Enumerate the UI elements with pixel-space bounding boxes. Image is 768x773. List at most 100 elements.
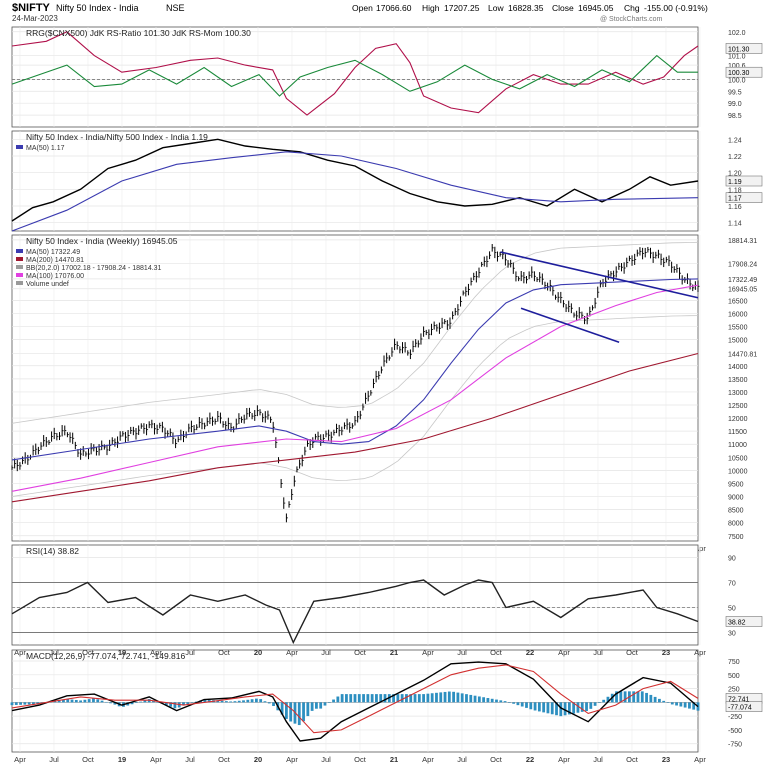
macd-histogram-bar (224, 701, 228, 703)
macd-histogram-bar (593, 702, 597, 706)
macd-histogram-bar (285, 702, 288, 719)
price-ytick-label: 18814.31 (728, 238, 757, 245)
macd-histogram-bar (383, 694, 387, 703)
macd-histogram-bar (597, 702, 601, 703)
upper-trendline (500, 251, 699, 299)
macd-histogram-bar (413, 694, 417, 703)
low-value: 16828.35 (508, 3, 544, 13)
rrg-ytick-label: 99.0 (728, 101, 742, 108)
macd-value-tag-label: 72.741 (728, 696, 750, 703)
macd-histogram-bar (96, 699, 100, 703)
macd-histogram-bar (302, 702, 305, 722)
rsi-xtick-label: Jul (49, 648, 59, 657)
rsi-xtick-label: Apr (150, 648, 162, 657)
macd-histogram-bar (362, 694, 365, 703)
macd-histogram-bar (409, 694, 413, 703)
macd-histogram-bar (370, 694, 374, 703)
macd-histogram-bar (525, 702, 528, 708)
ratio-frame (11, 130, 699, 232)
macd-histogram-bar (130, 702, 134, 705)
ratio-ytick-label: 1.22 (728, 154, 742, 161)
macd-histogram-bar (242, 700, 245, 703)
rrg-value-tag (725, 66, 763, 78)
macd-ytick-label: -250 (728, 714, 742, 721)
ratio-value-tag-label: 1.17 (728, 196, 742, 203)
price-ytick-label: 11000 (728, 442, 747, 449)
macd-macd-line (11, 661, 699, 742)
macd-histogram-bar (662, 700, 666, 703)
macd-histogram-bar (392, 694, 395, 703)
macd-histogram-bar (173, 702, 177, 709)
price-ma50-line (11, 278, 699, 461)
macd-histogram-bar (53, 701, 57, 703)
price-ytick-label: 11500 (728, 429, 747, 436)
chg-label: Chg (624, 3, 640, 13)
macd-histogram-bar (19, 702, 22, 705)
macd-histogram-bar (499, 700, 503, 703)
price-panel: 18814.31 17908.24 17322.49 16945.05 16500 160… (11, 234, 757, 553)
macd-xtick-label: Jul (49, 755, 59, 764)
macd-xtick-label: 21 (390, 755, 398, 764)
macd-histogram-bar (533, 702, 537, 711)
macd-histogram-bar (546, 702, 550, 714)
macd-histogram-bar (576, 702, 580, 713)
macd-xtick-label: Apr (150, 755, 162, 764)
macd-histogram-bar (254, 698, 258, 703)
macd-xtick-label: 22 (526, 755, 534, 764)
price-frame (11, 234, 699, 542)
macd-histogram-bar (375, 694, 378, 703)
macd-histogram-bar (452, 691, 456, 703)
price-legend-swatch (16, 281, 23, 285)
macd-xtick-label: 19 (118, 755, 126, 764)
macd-xtick-label: Jul (457, 755, 467, 764)
macd-histogram-bar (460, 693, 464, 703)
macd-histogram-bar (62, 699, 65, 703)
price-ma100-line (11, 284, 699, 492)
price-ytick-label: 14470.81 (728, 351, 757, 358)
price-ytick-label: 9500 (728, 481, 744, 488)
macd-histogram-bar (259, 699, 263, 703)
macd-histogram-bar (537, 702, 541, 712)
ratio-legend-swatch (16, 145, 23, 149)
macd-histogram-bar (435, 692, 438, 703)
macd-histogram-bar (507, 702, 511, 703)
rrg-rs_mom-line (11, 54, 698, 97)
macd-histogram-bar (512, 702, 516, 704)
price-ytick-label: 16500 (728, 298, 748, 305)
macd-histogram-bar (473, 695, 477, 703)
macd-histogram-bar (104, 701, 108, 703)
rsi-title: RSI(14) 38.82 (26, 546, 79, 556)
chart-date: 24-Mar-2023 (12, 14, 58, 23)
macd-ytick-label: 250 (728, 687, 740, 694)
price-ma200-line (11, 352, 699, 503)
macd-ytick-label: -750 (728, 742, 742, 749)
macd-histogram-bar (306, 702, 310, 717)
price-legend-label: BB(20,2.0) 17002.18 - 17908.24 - 18814.3… (26, 265, 162, 272)
price-ytick-label: 10500 (728, 455, 748, 462)
macd-histogram-bar (74, 700, 78, 703)
macd-histogram-bar (405, 694, 408, 703)
rsi-value-tag (725, 616, 763, 627)
macd-histogram-bar (315, 702, 318, 709)
low-label: Low (488, 3, 504, 13)
macd-histogram-bar (203, 699, 207, 703)
macd-xtick-label: Oct (82, 755, 95, 764)
rsi-ytick-label: 50 (728, 606, 736, 613)
macd-histogram-bar (143, 700, 147, 703)
macd-histogram-bar (297, 702, 301, 726)
macd-histogram-bar (606, 696, 610, 703)
macd-xtick-label: Apr (14, 755, 26, 764)
rrg-frame (11, 26, 699, 128)
macd-xtick-label: Jul (185, 755, 195, 764)
macd-histogram-bar (572, 702, 576, 714)
macd-xtick-label: 20 (254, 755, 262, 764)
macd-histogram-bar (555, 702, 558, 716)
ratio-ytick-label: 1.20 (728, 171, 742, 178)
macd-histogram-bar (456, 692, 460, 703)
price-ytick-label: 13000 (728, 390, 748, 397)
macd-histogram-bar (246, 699, 250, 703)
macd-histogram-bar (233, 701, 237, 703)
macd-histogram-bar (645, 692, 648, 703)
macd-xtick-label: Apr (694, 755, 706, 764)
macd-histogram-bar (327, 702, 331, 703)
